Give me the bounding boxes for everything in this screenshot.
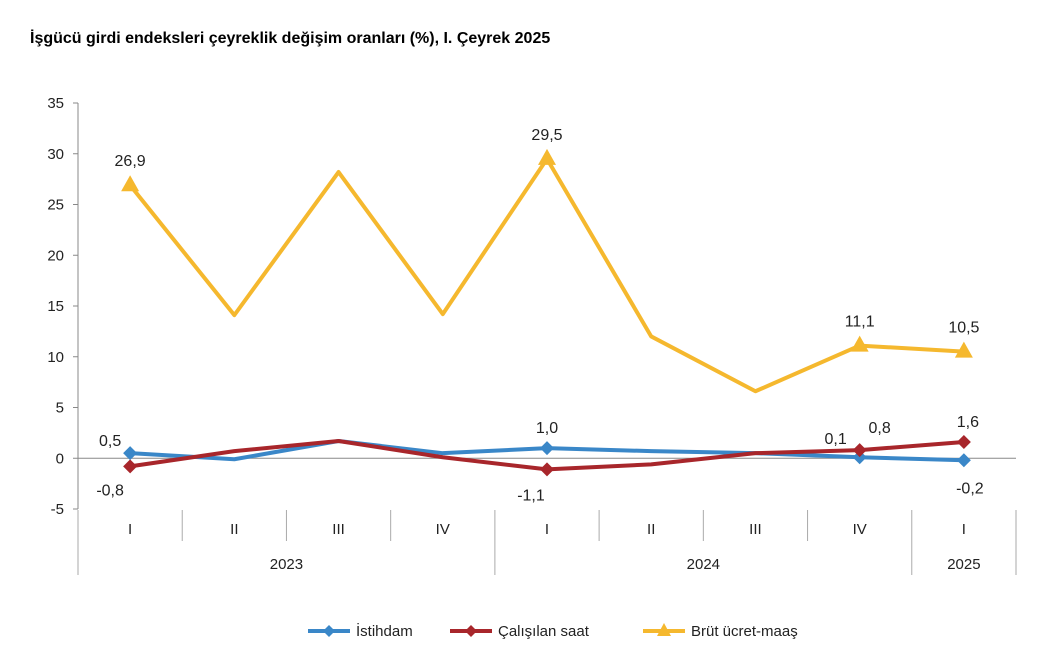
legend-marker: [323, 625, 335, 637]
x-tick-label: III: [749, 521, 762, 538]
year-label: 2023: [270, 556, 303, 573]
series-line: [128, 156, 966, 394]
x-tick-label: II: [230, 521, 238, 538]
year-label: 2024: [687, 556, 720, 573]
x-tick-label: IV: [436, 521, 450, 538]
data-point-marker: [954, 341, 973, 358]
chart-title: İşgücü girdi endeksleri çeyreklik değişi…: [30, 30, 551, 47]
data-point-marker: [956, 435, 971, 450]
data-label: 10,5: [948, 320, 979, 337]
legend-marker: [657, 623, 671, 636]
data-label: -1,1: [517, 487, 545, 504]
x-tick-label: I: [545, 521, 549, 538]
data-label: 26,9: [115, 153, 146, 170]
y-tick-label: 35: [47, 95, 64, 112]
x-tick-label: II: [647, 521, 655, 538]
legend: İstihdam Çalışılan saat Brüt ücret-maaş: [308, 622, 798, 640]
data-point-marker: [123, 459, 138, 474]
y-tick-label: 10: [47, 349, 64, 366]
year-label: 2025: [947, 556, 980, 573]
plot-area: 0,5 1,0 0,1 -0,2 -0,8 -1,1 0,8 1,6 26,9 29,5 11,1 1…: [96, 127, 983, 505]
y-tick-label: 0: [56, 450, 64, 467]
x-tick-label: III: [332, 521, 345, 538]
data-point-marker: [540, 441, 554, 456]
legend-label: İstihdam: [356, 622, 413, 640]
x-tick-label: IV: [853, 521, 867, 538]
data-point-marker: [121, 175, 140, 192]
data-label: 0,8: [869, 420, 891, 437]
data-point-marker: [850, 335, 869, 352]
y-tick-label: 25: [47, 197, 64, 214]
x-tick-label: I: [128, 521, 132, 538]
legend-marker: [465, 625, 477, 637]
data-label: -0,2: [956, 480, 984, 497]
data-label: 29,5: [531, 127, 562, 144]
data-point-marker: [540, 462, 554, 477]
data-label: 1,6: [957, 414, 979, 431]
data-point-marker: [538, 148, 556, 165]
y-tick-label: 20: [47, 247, 64, 264]
data-label: 1,0: [536, 420, 558, 437]
data-label: 0,5: [99, 433, 121, 450]
legend-label: Brüt ücret-maaş: [691, 623, 798, 640]
data-point-marker: [852, 450, 867, 465]
data-label: 0,1: [825, 431, 847, 448]
data-point-marker: [852, 443, 867, 458]
data-point-marker: [956, 453, 971, 468]
data-label: -0,8: [96, 482, 124, 499]
data-point-marker: [123, 446, 138, 461]
y-tick-label: -5: [51, 501, 64, 518]
y-tick-label: 5: [56, 400, 64, 417]
legend-label: Çalışılan saat: [498, 623, 590, 640]
y-tick-label: 30: [47, 146, 64, 163]
y-tick-label: 15: [47, 298, 64, 315]
data-label: 11,1: [845, 314, 875, 331]
x-tick-label: I: [962, 521, 966, 538]
